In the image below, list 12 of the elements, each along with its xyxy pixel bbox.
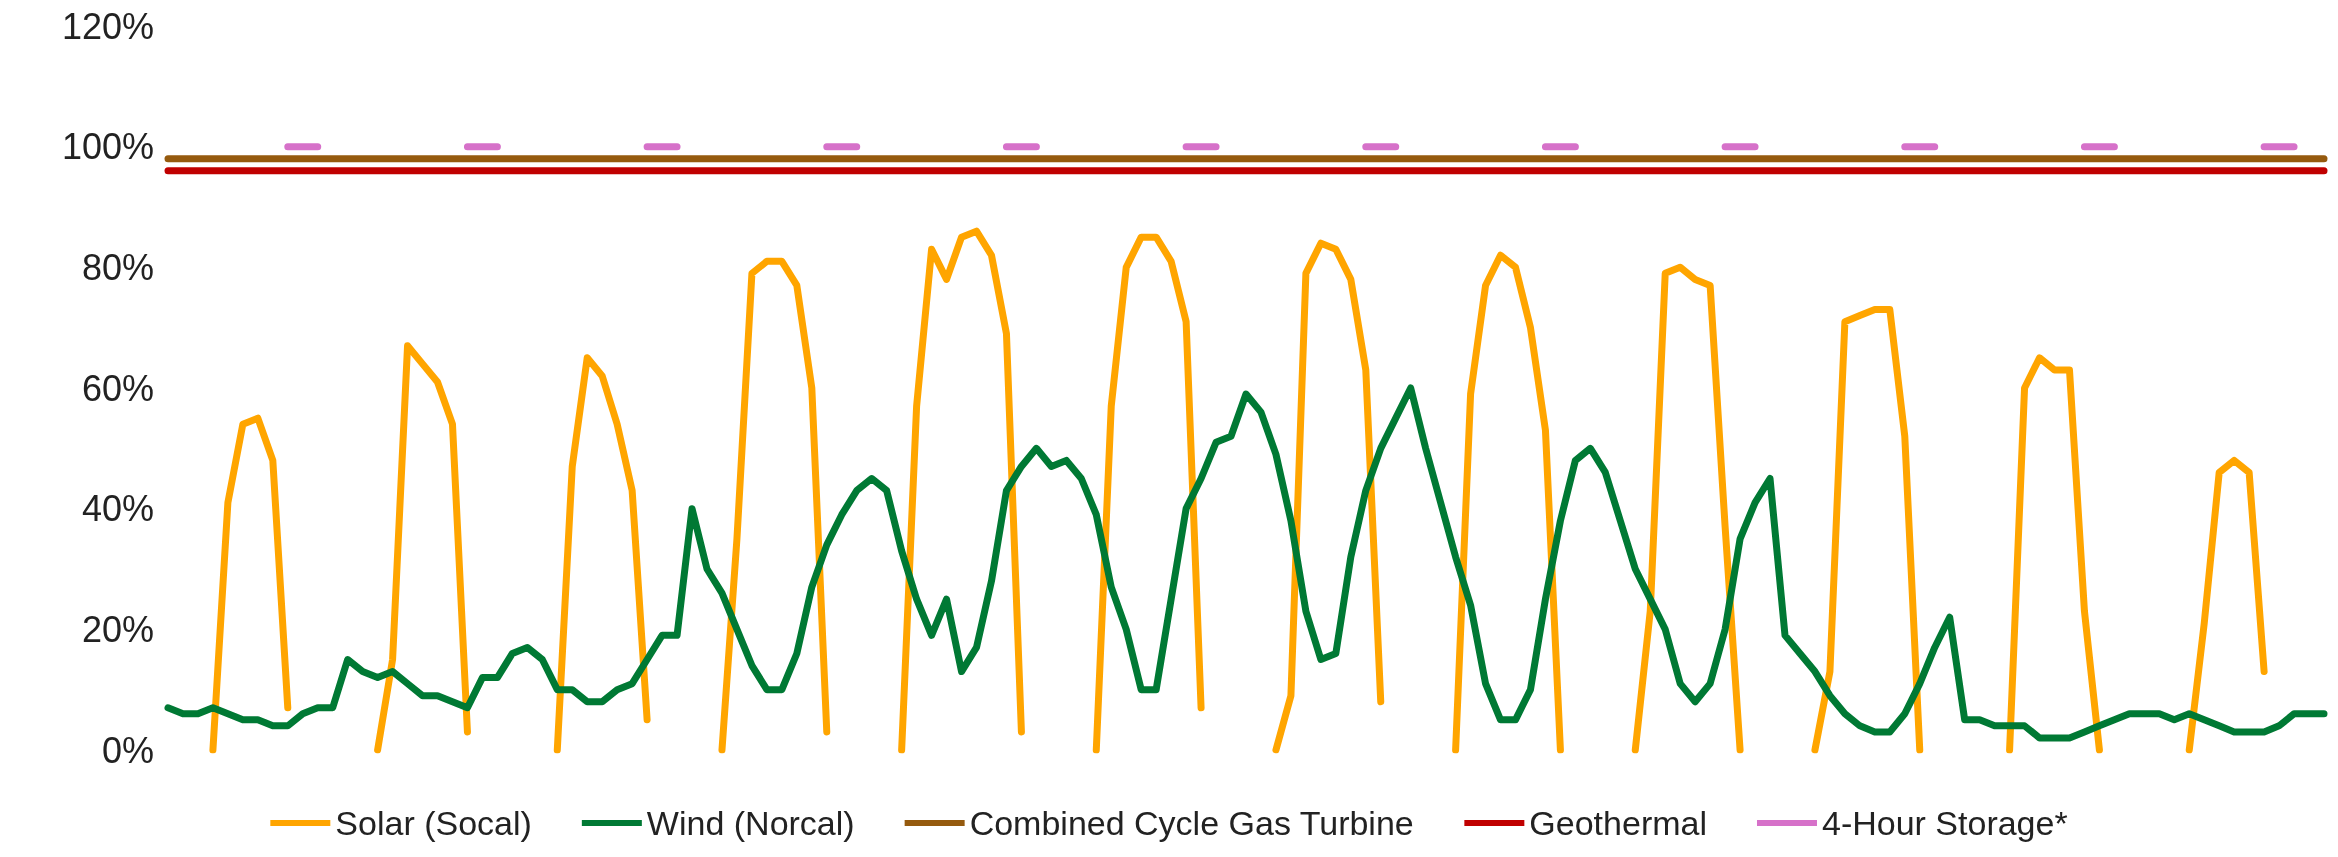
- legend-label: Solar (Socal): [335, 804, 532, 842]
- y-tick-label: 120%: [61, 5, 154, 47]
- y-tick-label: 80%: [81, 246, 154, 288]
- y-tick-label: 40%: [81, 488, 154, 530]
- legend-label: Wind (Norcal): [646, 804, 855, 842]
- y-tick-label: 60%: [81, 367, 154, 409]
- legend-label: Geothermal: [1529, 804, 1707, 842]
- y-tick-label: 20%: [81, 608, 154, 650]
- y-tick-label: 100%: [61, 126, 154, 168]
- legend-label: Combined Cycle Gas Turbine: [969, 804, 1414, 842]
- legend-label: 4-Hour Storage*: [1821, 804, 2068, 842]
- y-tick-label: 0%: [101, 729, 154, 771]
